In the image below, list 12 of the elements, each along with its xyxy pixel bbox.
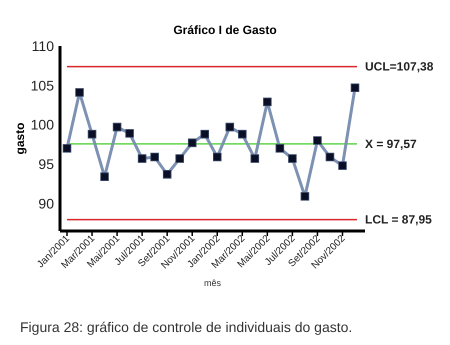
y-tick-label: 105 xyxy=(30,77,54,94)
x-axis-title: mês xyxy=(204,278,222,288)
y-tick-label: 100 xyxy=(30,116,54,133)
text: Figura 28: gráfico de controle de individuais do gasto. xyxy=(20,319,352,335)
chart-title: Gráfico I de Gasto xyxy=(173,23,277,37)
ref-line-label: UCL=107,38 xyxy=(365,60,434,74)
y-tick-label: 110 xyxy=(32,38,54,54)
y-tick-label: 95 xyxy=(38,156,54,172)
y-tick-label: 90 xyxy=(38,195,54,212)
ref-line-label: LCL = 87,95 xyxy=(365,212,432,227)
ref-line-label: X = 97,57 xyxy=(365,136,418,151)
y-axis-title: gasto xyxy=(13,122,27,155)
